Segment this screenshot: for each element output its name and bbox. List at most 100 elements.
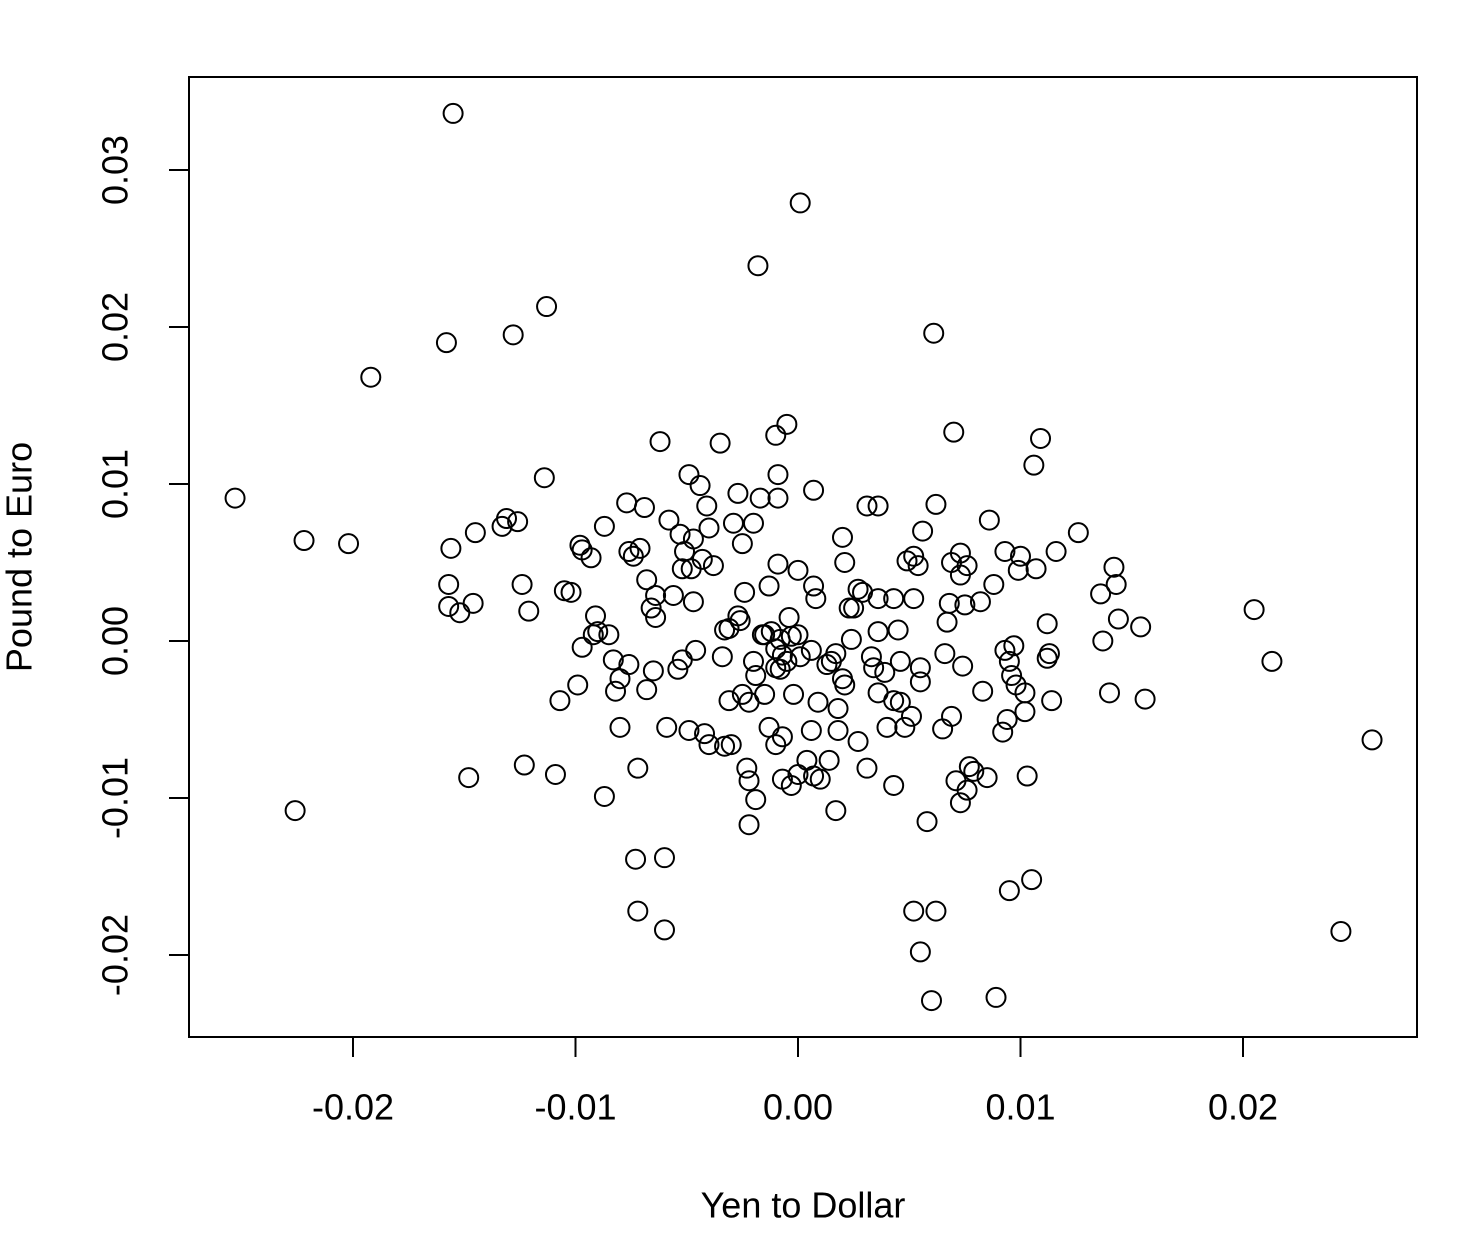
point <box>458 767 480 789</box>
point <box>698 734 720 756</box>
point <box>689 475 711 497</box>
point <box>616 492 638 514</box>
point <box>840 628 862 650</box>
point <box>640 597 662 619</box>
point <box>1014 701 1036 723</box>
y-tick-label: 0.02 <box>95 292 136 362</box>
point <box>963 760 985 782</box>
point <box>360 366 382 388</box>
point <box>767 553 789 575</box>
point <box>738 770 760 792</box>
point <box>787 763 809 785</box>
point <box>809 768 831 790</box>
point <box>622 545 644 567</box>
point <box>742 512 764 534</box>
point <box>438 573 460 595</box>
point <box>1045 541 1067 563</box>
point <box>560 581 582 603</box>
point <box>994 541 1016 563</box>
point <box>496 508 518 530</box>
point <box>1092 630 1114 652</box>
point <box>667 658 689 680</box>
point <box>889 691 911 713</box>
point <box>972 680 994 702</box>
point <box>758 575 780 597</box>
point <box>932 718 954 740</box>
point <box>711 646 733 668</box>
point <box>874 661 896 683</box>
point <box>936 611 958 633</box>
point <box>1067 522 1089 544</box>
point <box>778 606 800 628</box>
point <box>694 723 716 745</box>
point <box>825 800 847 822</box>
point <box>876 716 898 738</box>
point <box>636 569 658 591</box>
point <box>909 657 931 679</box>
plot-frame <box>188 76 1418 1038</box>
point <box>593 515 615 537</box>
point <box>714 619 736 641</box>
point <box>678 720 700 742</box>
point <box>923 322 945 344</box>
point <box>889 650 911 672</box>
point <box>674 541 696 563</box>
point <box>776 650 798 672</box>
point <box>1001 665 1023 687</box>
point <box>609 716 631 738</box>
point <box>787 624 809 646</box>
point <box>1243 599 1265 621</box>
point <box>765 734 787 756</box>
point <box>618 541 640 563</box>
point <box>860 646 882 668</box>
point <box>627 757 649 779</box>
point <box>678 464 700 486</box>
point <box>949 542 971 564</box>
point <box>1009 545 1031 567</box>
point <box>827 720 849 742</box>
point <box>867 588 889 610</box>
point <box>745 665 767 687</box>
point <box>685 639 707 661</box>
point <box>863 657 885 679</box>
point <box>729 610 751 632</box>
point <box>633 497 655 519</box>
point <box>838 597 860 619</box>
point <box>338 533 360 555</box>
point <box>903 545 925 567</box>
point <box>1041 690 1063 712</box>
point <box>834 551 856 573</box>
point <box>636 679 658 701</box>
point <box>856 757 878 779</box>
point <box>949 792 971 814</box>
point <box>462 592 484 614</box>
point <box>736 757 758 779</box>
point <box>731 683 753 705</box>
point <box>629 537 651 559</box>
point <box>912 520 934 542</box>
point <box>758 716 780 738</box>
point <box>787 559 809 581</box>
y-tick-label: 0.03 <box>95 135 136 205</box>
point <box>941 705 963 727</box>
point <box>883 774 905 796</box>
point <box>903 588 925 610</box>
point <box>803 479 825 501</box>
point <box>958 756 980 778</box>
point <box>1021 869 1043 891</box>
point <box>903 900 925 922</box>
point <box>645 606 667 628</box>
point <box>567 674 589 696</box>
point <box>593 785 615 807</box>
point <box>722 512 744 534</box>
point <box>789 192 811 214</box>
point <box>1105 573 1127 595</box>
y-tick-label: -0.01 <box>95 757 136 839</box>
x-tick-label: 0.02 <box>1208 1087 1278 1128</box>
point <box>992 721 1014 743</box>
point <box>985 986 1007 1008</box>
point <box>909 671 931 693</box>
point <box>709 432 731 454</box>
point <box>293 530 315 552</box>
point <box>1016 765 1038 787</box>
